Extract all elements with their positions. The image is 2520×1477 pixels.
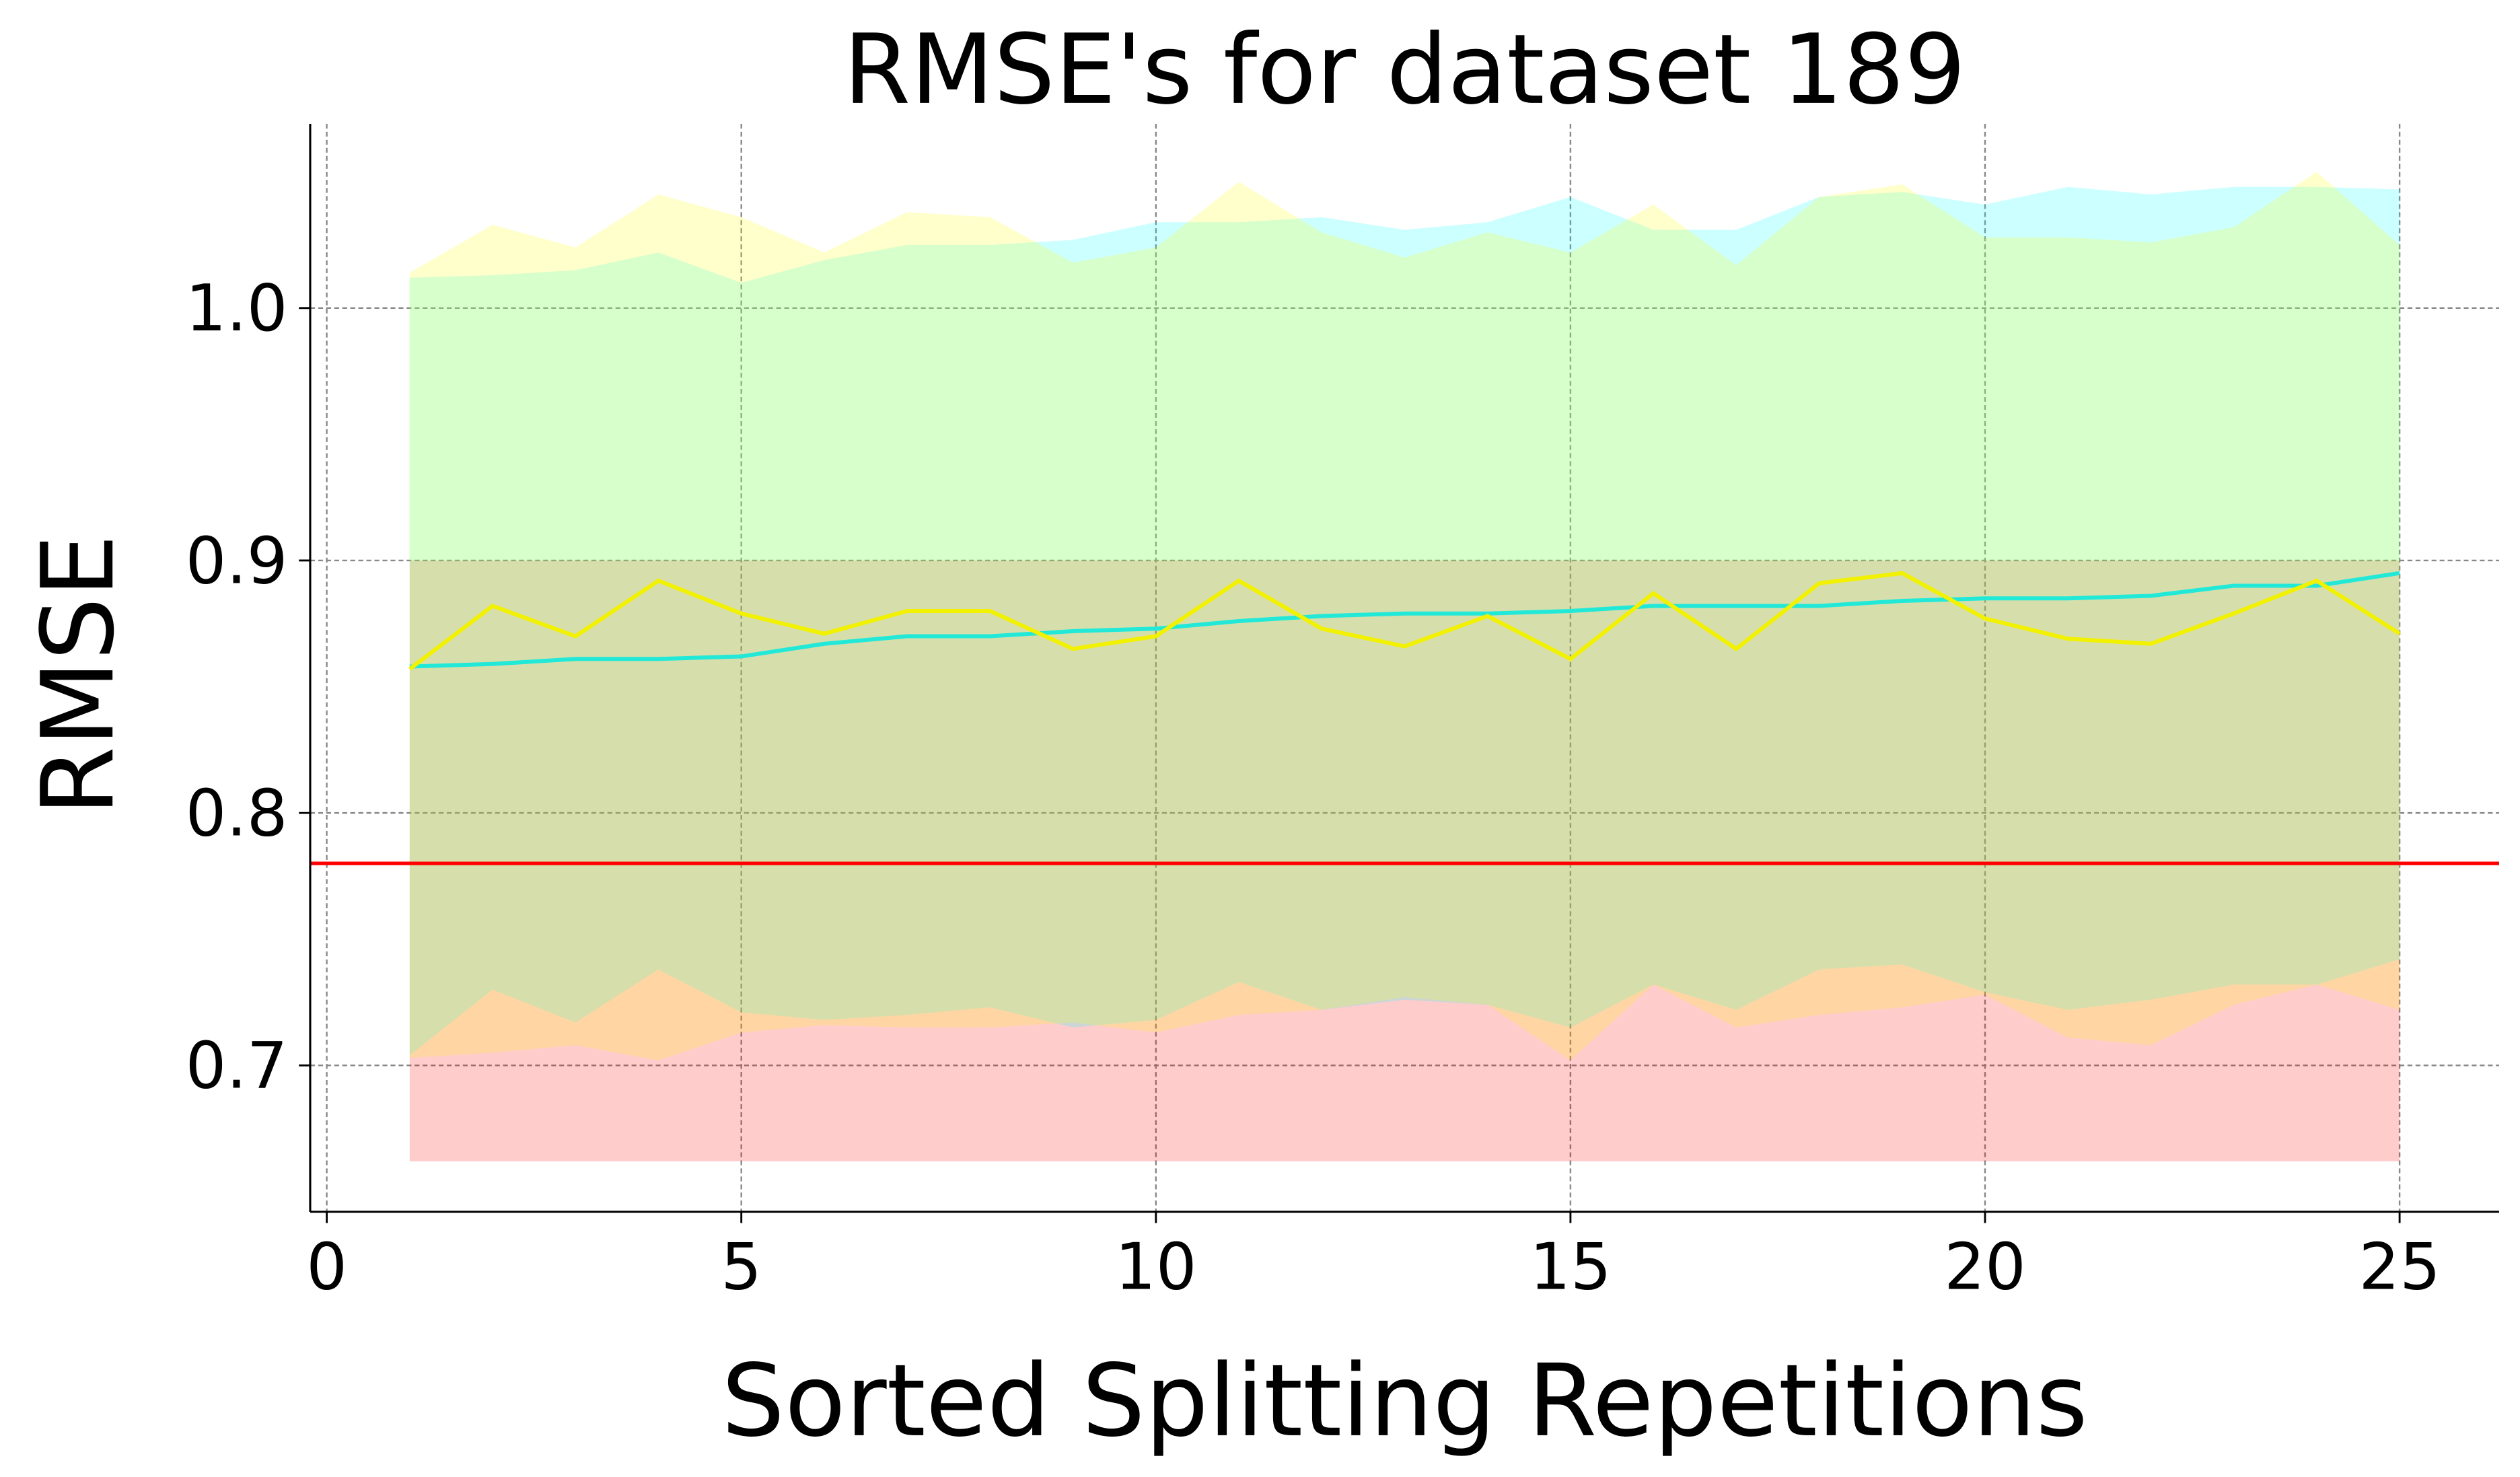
y-tick-label: 0.8 xyxy=(186,776,288,851)
x-tick-label: 0 xyxy=(306,1229,347,1305)
x-tick-label: 10 xyxy=(1115,1229,1197,1305)
x-axis-label: Sorted Splitting Repetitions xyxy=(721,1343,2088,1459)
y-tick-label: 0.9 xyxy=(186,523,288,598)
x-tick-label: 20 xyxy=(1944,1229,2026,1305)
line xyxy=(408,571,2401,671)
x-tick-label: 25 xyxy=(2359,1229,2441,1305)
y-axis-label: RMSE xyxy=(20,534,136,816)
chart-title: RMSE's for dataset 189 xyxy=(844,13,1966,126)
line xyxy=(409,571,2400,669)
reference-band xyxy=(409,560,2400,1161)
y-tick-label: 1.0 xyxy=(186,271,288,346)
band xyxy=(409,186,2400,1056)
x-tick-label: 15 xyxy=(1529,1229,1612,1305)
x-tick-label: 5 xyxy=(721,1229,762,1305)
band xyxy=(409,172,2400,1060)
y-tick-label: 0.7 xyxy=(186,1028,288,1104)
